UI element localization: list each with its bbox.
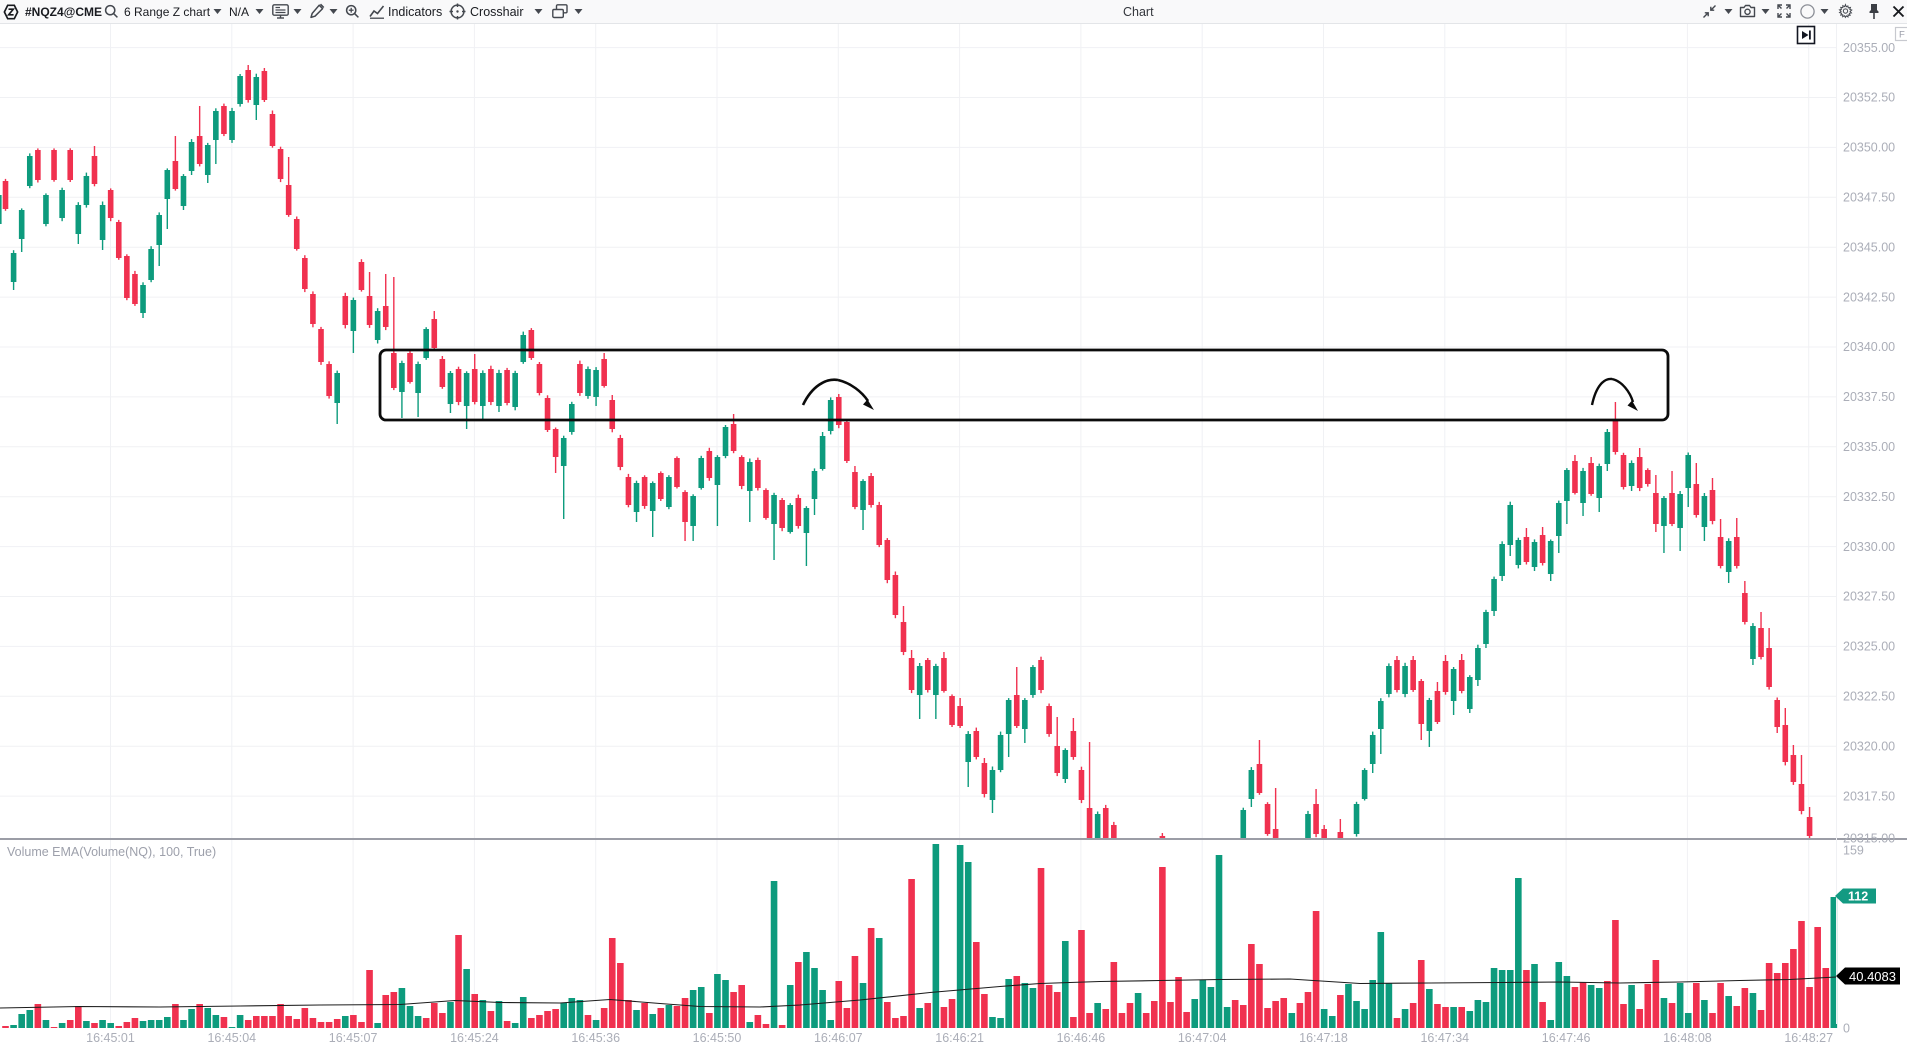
svg-text:16:47:34: 16:47:34 bbox=[1420, 1031, 1469, 1045]
svg-text:16:47:18: 16:47:18 bbox=[1299, 1031, 1348, 1045]
svg-text:20317.50: 20317.50 bbox=[1843, 789, 1895, 803]
svg-text:0: 0 bbox=[1843, 1022, 1850, 1036]
svg-text:20345.00: 20345.00 bbox=[1843, 240, 1895, 254]
svg-text:Volume EMA(Volume(NQ), 100, Tr: Volume EMA(Volume(NQ), 100, True) bbox=[7, 845, 216, 859]
svg-text:16:46:21: 16:46:21 bbox=[935, 1031, 984, 1045]
svg-text:16:48:08: 16:48:08 bbox=[1663, 1031, 1712, 1045]
svg-text:20322.50: 20322.50 bbox=[1843, 690, 1895, 704]
svg-text:F: F bbox=[1899, 30, 1905, 41]
svg-text:20352.50: 20352.50 bbox=[1843, 91, 1895, 105]
svg-text:16:46:07: 16:46:07 bbox=[814, 1031, 863, 1045]
svg-text:16:48:27: 16:48:27 bbox=[1784, 1031, 1833, 1045]
svg-text:16:46:46: 16:46:46 bbox=[1057, 1031, 1106, 1045]
svg-text:159: 159 bbox=[1843, 844, 1864, 858]
svg-text:16:47:46: 16:47:46 bbox=[1542, 1031, 1591, 1045]
svg-text:20335.00: 20335.00 bbox=[1843, 440, 1895, 454]
svg-text:20315.00: 20315.00 bbox=[1843, 832, 1895, 846]
svg-text:20327.50: 20327.50 bbox=[1843, 590, 1895, 604]
svg-text:40.4083: 40.4083 bbox=[1849, 969, 1896, 984]
svg-text:112: 112 bbox=[1848, 890, 1868, 904]
svg-text:16:45:36: 16:45:36 bbox=[571, 1031, 620, 1045]
svg-text:16:45:07: 16:45:07 bbox=[329, 1031, 378, 1045]
svg-text:16:45:04: 16:45:04 bbox=[207, 1031, 256, 1045]
svg-text:16:47:04: 16:47:04 bbox=[1178, 1031, 1227, 1045]
svg-text:20337.50: 20337.50 bbox=[1843, 390, 1895, 404]
svg-text:20325.00: 20325.00 bbox=[1843, 640, 1895, 654]
svg-text:20330.00: 20330.00 bbox=[1843, 540, 1895, 554]
svg-text:20342.50: 20342.50 bbox=[1843, 290, 1895, 304]
svg-text:16:45:24: 16:45:24 bbox=[450, 1031, 499, 1045]
svg-text:20347.50: 20347.50 bbox=[1843, 191, 1895, 205]
svg-text:16:45:01: 16:45:01 bbox=[86, 1031, 135, 1045]
svg-text:20340.00: 20340.00 bbox=[1843, 340, 1895, 354]
svg-text:20350.00: 20350.00 bbox=[1843, 141, 1895, 155]
svg-text:16:45:50: 16:45:50 bbox=[693, 1031, 742, 1045]
svg-text:20320.00: 20320.00 bbox=[1843, 739, 1895, 753]
svg-text:20355.00: 20355.00 bbox=[1843, 41, 1895, 55]
svg-text:20332.50: 20332.50 bbox=[1843, 490, 1895, 504]
